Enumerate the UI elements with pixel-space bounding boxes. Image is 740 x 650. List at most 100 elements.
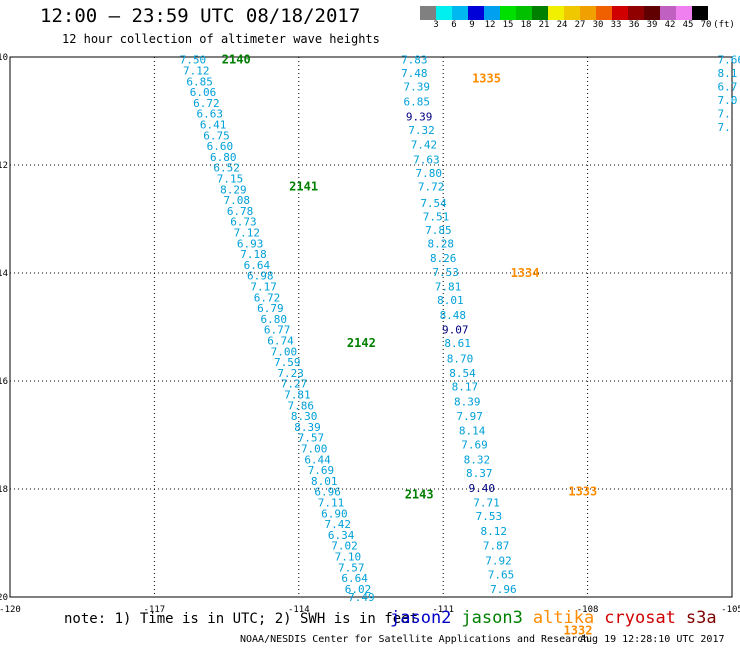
legend-label: 36 — [628, 20, 640, 30]
wave-height-value: 8.70 — [447, 352, 474, 365]
page-subtitle: 12 hour collection of altimeter wave hei… — [62, 32, 380, 46]
wave-height-value: 6.41 — [200, 119, 227, 132]
legend-swatch — [436, 6, 452, 20]
wave-height-value: 7.85 — [425, 224, 452, 237]
wave-height-value: 8.30 — [291, 410, 318, 423]
wave-height-value: 7.39 — [403, 81, 430, 94]
legend-label: 3 — [433, 20, 439, 30]
legend-swatch — [452, 6, 468, 20]
wave-height-value: 6.96 — [314, 486, 341, 499]
wave-height-value: 8.54 — [449, 367, 476, 380]
wave-height-value: 6.90 — [321, 507, 348, 520]
wave-height-value: 6.7 — [718, 81, 738, 94]
wave-height-value: 7.66 — [718, 54, 740, 67]
track-label: 1334 — [511, 266, 540, 280]
wave-height-value: 7.02 — [331, 540, 358, 553]
wave-height-value: 6.77 — [264, 324, 291, 337]
wave-height-value: 8.12 — [480, 525, 507, 538]
wave-height-value: 7.97 — [456, 410, 483, 423]
wave-height-value: 8.39 — [294, 421, 321, 434]
y-tick-label: -20 — [0, 593, 8, 603]
wave-height-value: 7.57 — [298, 432, 325, 445]
wave-height-value: 7.17 — [250, 281, 277, 294]
track-label: 1332 — [564, 623, 593, 637]
wave-height-value: 6.02 — [345, 583, 372, 596]
wave-height-value: 7.54 — [420, 197, 447, 210]
legend-swatch — [468, 6, 484, 20]
wave-height-value: 7.53 — [476, 510, 503, 523]
wave-height-value: 7.80 — [416, 167, 443, 180]
legend-swatch — [660, 6, 676, 20]
x-tick-label: -105 — [721, 605, 740, 615]
legend-swatch — [564, 6, 580, 20]
x-tick-label: -120 — [0, 605, 21, 615]
wave-height-value: 6.80 — [210, 151, 237, 164]
legend-swatch — [644, 6, 660, 20]
wave-height-value: 7.65 — [488, 568, 515, 581]
wave-height-value: 6.74 — [267, 335, 294, 348]
wave-height-value: 6.34 — [328, 529, 355, 542]
wave-height-value: 7.69 — [461, 439, 488, 452]
wave-height-value: 8.17 — [452, 380, 479, 393]
legend-label: 30 — [592, 20, 604, 30]
wave-height-value: 7.69 — [308, 464, 335, 477]
track-label: 1333 — [568, 485, 597, 499]
track-label: 1335 — [472, 72, 501, 86]
wave-height-value: 7.81 — [435, 281, 462, 294]
wave-height-value: 7.08 — [223, 194, 250, 207]
wave-height-value: 8.01 — [437, 294, 464, 307]
wave-height-value: 7.18 — [240, 248, 267, 261]
wave-height-value: 6.98 — [247, 270, 274, 283]
wave-height-value: 6.80 — [261, 313, 288, 326]
track-label: 2142 — [347, 336, 376, 350]
wave-height-value: 6.63 — [197, 108, 224, 121]
wave-height-value: 8.48 — [440, 309, 467, 322]
legend-label: 70 — [700, 20, 712, 30]
wave-height-value: 7.57 — [338, 561, 365, 574]
legend-swatch — [548, 6, 564, 20]
track-label: 2141 — [289, 180, 318, 194]
wave-height-value: 6.60 — [207, 140, 234, 153]
color-legend — [420, 6, 708, 20]
satellite-legend: jason2 jason3 altika cryosat s3a — [390, 608, 727, 628]
legend-label: 27 — [574, 20, 586, 30]
wave-height-value: 7.15 — [217, 173, 244, 186]
legend-label: (ft) — [713, 20, 735, 30]
legend-swatch — [516, 6, 532, 20]
wave-height-value: 6.73 — [230, 216, 257, 229]
wave-height-value: 7.23 — [277, 367, 304, 380]
map-frame — [9, 56, 733, 598]
wave-height-value: 8.01 — [311, 475, 338, 488]
wave-height-value: 7.12 — [183, 65, 210, 78]
satellite-cryosat: cryosat — [604, 608, 676, 628]
legend-label: 24 — [556, 20, 568, 30]
wave-height-value: 7.49 — [348, 591, 375, 604]
legend-swatch — [596, 6, 612, 20]
legend-swatch — [580, 6, 596, 20]
wave-height-value: 7. — [718, 108, 731, 121]
wave-height-value: 8.61 — [444, 337, 471, 350]
wave-height-value: 6.85 — [403, 95, 430, 108]
legend-swatch — [612, 6, 628, 20]
wave-height-value: 7.00 — [301, 443, 328, 456]
wave-height-value: 6.78 — [227, 205, 254, 218]
color-legend-labels: 3 6 9 12 15 18 21 24 27 30 33 36 39 42 45 70 (ft) — [420, 20, 740, 34]
wave-height-value: 6.72 — [254, 291, 281, 304]
page-title: 12:00 – 23:59 UTC 08/18/2017 — [40, 5, 361, 27]
wave-height-value: 6.44 — [304, 453, 331, 466]
wave-height-value: 8.32 — [464, 453, 491, 466]
wave-height-value: 7.42 — [411, 138, 438, 151]
wave-height-value: 7.00 — [271, 345, 298, 358]
wave-height-value: 8.37 — [466, 467, 493, 480]
wave-height-value: 8.39 — [454, 396, 481, 409]
satellite-jason3: jason3 — [461, 608, 523, 628]
wave-height-value: 8.28 — [428, 237, 455, 250]
wave-height-value: 7.50 — [180, 54, 207, 67]
wave-height-value: 6.06 — [190, 86, 217, 99]
wave-height-value: 8.1 — [718, 67, 738, 80]
wave-height-value: 7.59 — [274, 356, 301, 369]
wave-height-value: 6.52 — [213, 162, 240, 175]
wave-height-value: 7.83 — [401, 54, 428, 67]
wave-height-value: 6.85 — [186, 75, 213, 88]
wave-height-value: 6.64 — [244, 259, 271, 272]
